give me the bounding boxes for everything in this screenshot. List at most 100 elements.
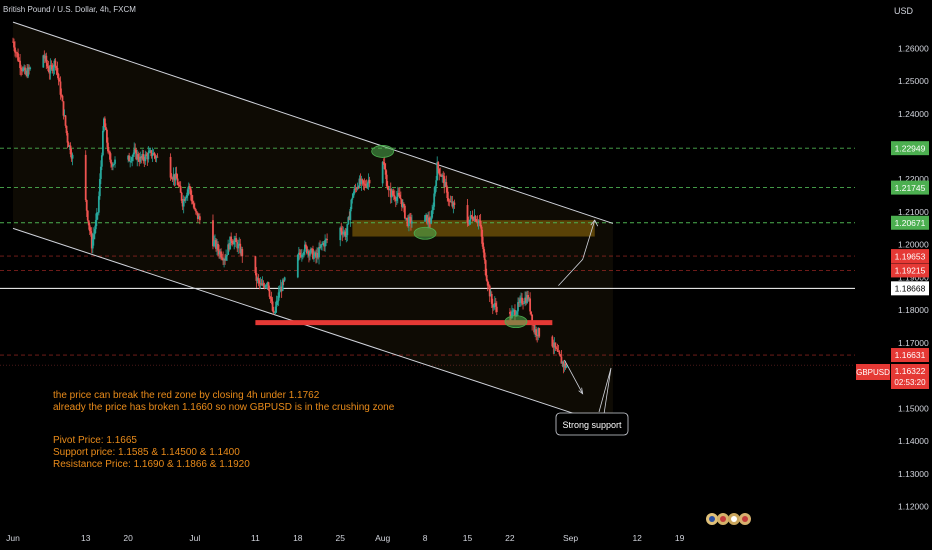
candle-body-108 [156, 156, 159, 158]
candle-body-240 [350, 199, 353, 209]
candle-body-104 [152, 153, 155, 155]
candle-body-323 [470, 215, 473, 217]
candle-body-382 [554, 342, 557, 348]
x-axis-tick-5: 11 [251, 533, 260, 543]
candle-body-256 [366, 182, 369, 187]
candle-body-7 [18, 60, 20, 62]
swing-marker-1 [371, 145, 395, 158]
candle-body-67 [103, 118, 105, 131]
candle-body-386 [558, 351, 561, 355]
candle-body-358 [518, 302, 520, 303]
candle-body-244 [354, 188, 357, 190]
candle-body-159 [232, 243, 235, 245]
price-level-label-5: 1.19215 [895, 266, 926, 276]
candle-body-56 [91, 239, 94, 249]
candle-body-81 [129, 161, 132, 162]
candle-body-52 [87, 220, 90, 226]
candle-body-366 [526, 295, 528, 303]
candle-body-63 [98, 178, 101, 197]
y-axis-tick-9: 1.18000 [898, 305, 929, 315]
price-level-label-2: 1.21745 [895, 183, 926, 193]
candle-body-12 [23, 67, 26, 69]
x-axis-tick-14: 19 [675, 533, 685, 543]
candle-body-252 [362, 180, 365, 184]
candle-body-89 [137, 154, 140, 160]
candle-body-109 [169, 156, 172, 178]
candle-body-246 [356, 187, 359, 190]
candle-body-202 [299, 254, 302, 257]
candle-body-86 [134, 149, 137, 151]
candle-body-169 [254, 256, 257, 274]
candle-body-84 [132, 154, 135, 157]
candle-body-370 [530, 311, 533, 315]
candle-body-200 [297, 252, 300, 255]
candle-body-287 [410, 217, 412, 224]
candle-body-229 [339, 227, 342, 241]
x-axis-tick-7: 25 [336, 533, 346, 543]
candle-body-26 [49, 64, 52, 74]
candle-body-24 [47, 66, 50, 72]
symbol-name-tag: GBPUSD [856, 368, 890, 377]
candle-body-263 [385, 174, 388, 187]
candle-body-310 [445, 182, 448, 188]
candle-body-291 [426, 214, 428, 224]
candle-body-11 [22, 68, 24, 71]
candle-body-332 [479, 220, 482, 227]
candle-body-181 [266, 282, 269, 286]
candle-body-42 [65, 125, 68, 133]
candle-body-316 [451, 201, 454, 207]
candle-body-314 [449, 200, 452, 202]
candle-body-54 [89, 231, 92, 234]
candle-body-364 [524, 297, 526, 304]
candle-body-265 [387, 189, 390, 191]
candle-body-253 [363, 183, 366, 185]
candle-body-40 [63, 115, 66, 117]
candle-body-330 [477, 220, 480, 223]
candle-body-346 [493, 303, 496, 306]
candle-body-107 [155, 156, 158, 159]
annotation-pivot: Pivot Price: 1.1665 [53, 435, 137, 446]
candle-body-140 [213, 241, 215, 247]
candle-body-191 [276, 300, 279, 302]
candle-body-329 [476, 221, 479, 223]
price-level-label-3: 1.20671 [895, 218, 926, 228]
candle-body-304 [439, 174, 442, 176]
candle-body-126 [186, 189, 189, 196]
candle-body-124 [184, 197, 187, 201]
candle-body-165 [238, 243, 241, 245]
candle-body-255 [365, 185, 368, 187]
candle-body-114 [174, 173, 177, 181]
candle-body-136 [196, 212, 199, 220]
candle-body-119 [179, 186, 182, 193]
candle-body-102 [150, 150, 153, 157]
x-axis-tick-2: 13 [81, 533, 91, 543]
candle-body-360 [520, 297, 522, 300]
candle-body-337 [484, 260, 487, 276]
candle-body-148 [221, 257, 223, 259]
candle-body-216 [314, 252, 316, 255]
candle-body-270 [392, 194, 395, 196]
candle-body-2 [13, 41, 15, 48]
x-axis-tick-12: Sep [563, 533, 578, 543]
toolbar-icon-group[interactable] [706, 513, 751, 525]
candle-body-302 [437, 162, 440, 169]
candle-body-345 [492, 305, 495, 308]
candle-body-23 [46, 63, 49, 67]
candle-body-15 [26, 70, 29, 77]
candle-body-339 [486, 280, 489, 286]
y-axis-tick-8: 1.19000 [898, 272, 929, 282]
candle-body-139 [212, 220, 214, 247]
candle-body-137 [197, 216, 200, 220]
candle-body-154 [227, 244, 230, 255]
candle-body-204 [301, 254, 304, 256]
candle-body-116 [176, 178, 179, 185]
candle-body-353 [513, 309, 515, 311]
candle-body-128 [188, 186, 191, 189]
candle-body-217 [315, 252, 317, 258]
candle-body-299 [434, 186, 437, 194]
candle-body-69 [105, 127, 107, 130]
candle-body-262 [384, 169, 387, 175]
candle-body-225 [323, 243, 325, 247]
candle-body-230 [340, 227, 343, 232]
